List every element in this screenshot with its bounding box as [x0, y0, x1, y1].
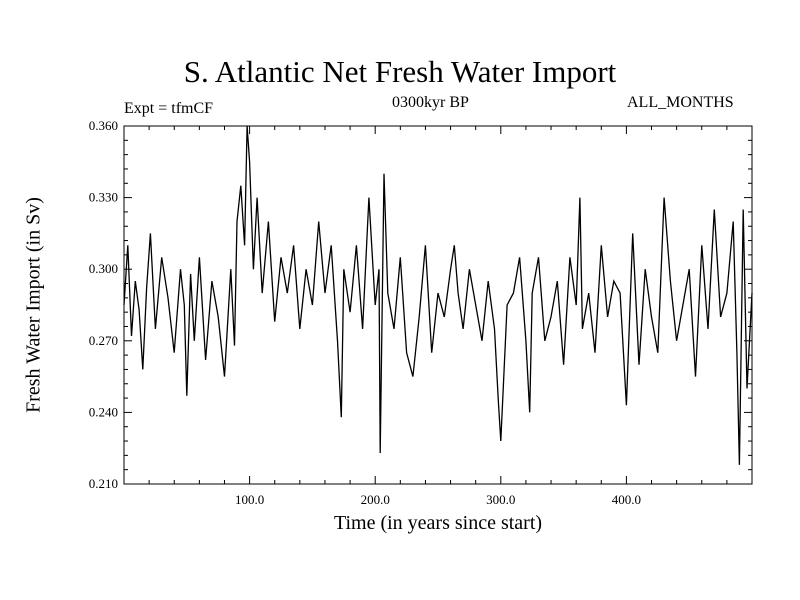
x-tick-label: 300.0	[486, 492, 515, 507]
series-line	[123, 125, 753, 465]
y-tick-label: 0.330	[89, 190, 118, 205]
y-tick-label: 0.270	[89, 333, 118, 348]
period-label: 0300kyr BP	[392, 94, 469, 111]
x-tick-label: 100.0	[235, 492, 264, 507]
x-tick-label: 200.0	[361, 492, 390, 507]
y-tick-label: 0.240	[89, 404, 118, 419]
chart-title: S. Atlantic Net Fresh Water Import	[183, 54, 617, 89]
y-tick-label: 0.300	[89, 261, 118, 276]
y-tick-label: 0.360	[89, 118, 118, 133]
x-axis-label: Time (in years since start)	[333, 512, 543, 534]
y-tick-label: 0.210	[89, 476, 118, 491]
plot-area-frame	[123, 125, 753, 485]
months-label: ALL_MONTHS	[627, 94, 734, 111]
experiment-label: Expt = tfmCF	[124, 100, 214, 117]
x-tick-label: 400.0	[612, 492, 641, 507]
